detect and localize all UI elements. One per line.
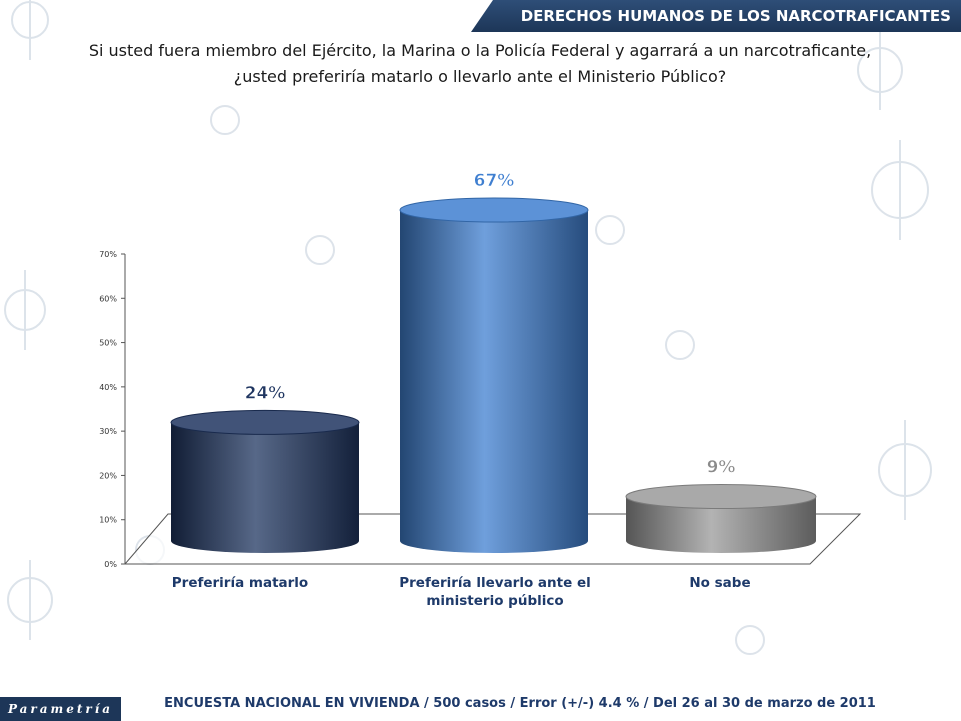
- footer-text: ENCUESTA NACIONAL EN VIVIENDA / 500 caso…: [164, 696, 876, 711]
- x-category-label-line: Preferiría matarlo: [171, 575, 309, 591]
- bar-top: [625, 484, 817, 510]
- x-category-label-line: Preferiría llevarlo ante el: [399, 575, 591, 591]
- header-bar: DERECHOS HUMANOS DE LOS NARCOTRAFICANTES: [471, 0, 961, 32]
- y-tick-label: 10%: [99, 516, 117, 525]
- header-title: DERECHOS HUMANOS DE LOS NARCOTRAFICANTES: [520, 7, 951, 25]
- y-tick-label: 50%: [99, 339, 117, 348]
- bar-body: [626, 496, 816, 553]
- question-text: Si usted fuera miembro del Ejército, la …: [60, 38, 900, 90]
- y-tick-label: 60%: [99, 294, 117, 303]
- data-label: 9%: [707, 458, 736, 478]
- x-category-label: No sabe: [620, 574, 820, 592]
- data-label: 24%: [245, 383, 286, 403]
- y-tick-label: 30%: [99, 427, 117, 436]
- x-category-label-line: No sabe: [689, 575, 751, 591]
- bar-top: [399, 197, 589, 223]
- y-tick-label: 0%: [104, 560, 117, 569]
- x-category-label-line: ministerio público: [426, 593, 564, 609]
- x-category-label: Preferiría llevarlo ante el ministerio pú…: [360, 574, 630, 610]
- bar-top: [170, 409, 360, 435]
- bar-body: [171, 422, 359, 553]
- y-tick-label: 20%: [99, 471, 117, 480]
- brand-logo: Parametría: [0, 697, 121, 721]
- question-line-2: ¿usted preferiría matarlo o llevarlo ant…: [233, 67, 727, 86]
- question-line-1: Si usted fuera miembro del Ejército, la …: [88, 41, 872, 60]
- y-tick-label: 70%: [99, 250, 117, 259]
- y-tick-label: 40%: [99, 383, 117, 392]
- logo-text: Parametría: [7, 702, 114, 716]
- bar-body: [400, 210, 588, 553]
- x-category-label: Preferiría matarlo: [150, 574, 330, 592]
- data-label: 67%: [474, 171, 515, 191]
